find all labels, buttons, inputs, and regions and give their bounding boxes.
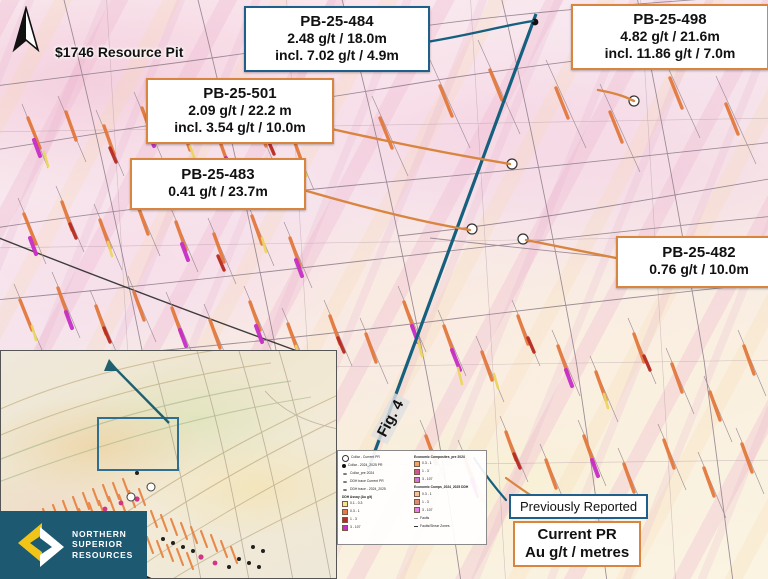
resource-pit-label: $1746 Resource Pit — [55, 44, 184, 60]
legend-item: Faults/Shear Zones — [414, 522, 482, 530]
legend-item: DDH trace Current PR — [342, 478, 410, 486]
callout-pb-25-501[interactable]: PB-25-501 2.09 g/t / 22.2 m incl. 3.54 g… — [146, 78, 334, 144]
map-legend[interactable]: Collar - Current PR Collar - 2024_2025 P… — [337, 450, 487, 545]
legend-item: 0.3 - 1 — [414, 460, 482, 468]
callout-title: PB-25-498 — [633, 11, 707, 28]
callout-incl: incl. 3.54 g/t / 10.0m — [174, 118, 306, 135]
legend-label: 0.3 - 1 — [422, 491, 432, 496]
company-logo: NORTHERN SUPERIOR RESOURCES — [0, 511, 147, 579]
callout-incl: incl. 11.86 g/t / 7.0m — [604, 44, 736, 61]
small-dot-icon — [343, 489, 347, 491]
legend-label: 3 - 107 — [350, 525, 361, 530]
open-circle-icon — [342, 454, 349, 462]
callout-title: PB-25-501 — [203, 85, 277, 102]
small-dot-icon — [343, 473, 347, 475]
legend-item: 3 - 107 — [414, 476, 482, 484]
callout-title: PB-25-484 — [300, 13, 374, 30]
legend-item: 0.3 - 1 — [342, 508, 410, 516]
line-icon — [414, 525, 418, 527]
swatch-icon — [414, 469, 420, 476]
legend-header-ddh-assay: DDH Assay (Au g/t) — [342, 495, 373, 499]
north-arrow-icon — [12, 6, 40, 53]
legend-label: 0.1 - 0.3 — [350, 501, 363, 506]
filled-circle-icon — [342, 464, 346, 468]
line-icon — [414, 517, 418, 519]
collar-markers — [466, 18, 640, 245]
legend-header-econ-2024-2025: Economic Comps_2024_2025 DDH — [414, 485, 469, 490]
legend-label: Faults/Shear Zones — [420, 523, 450, 528]
callout-pb-25-498[interactable]: PB-25-498 4.82 g/t / 21.6m incl. 11.86 g… — [571, 4, 768, 70]
legend-label: Faults — [420, 515, 430, 520]
legend-item: DDH trace - 2024_2025 — [342, 486, 410, 494]
swatch-icon — [414, 499, 420, 506]
legend-item: Collar - Current PR — [342, 454, 410, 462]
legend-item: 1 - 3 — [414, 498, 482, 506]
legend-label: 3 - 107 — [422, 477, 433, 482]
legend-label: 3 - 107 — [422, 507, 433, 512]
callout-incl: incl. 7.02 g/t / 4.9m — [275, 46, 399, 63]
logo-mark-icon — [18, 523, 64, 567]
callout-title: PB-25-482 — [662, 244, 736, 261]
small-dot-icon — [343, 481, 347, 483]
legend-right-column: Economic Composites_pre 2024 0.3 - 1 1 -… — [412, 454, 484, 541]
logo-line-3: RESOURCES — [72, 549, 134, 560]
legend-label: DDH trace - 2024_2025 — [350, 487, 386, 492]
legend-label: 0.3 - 1 — [350, 509, 360, 514]
legend-item: Collar_pre 2024 — [342, 470, 410, 478]
legend-item: 0.1 - 0.3 — [342, 500, 410, 508]
legend-label: Collar - 2024_2025 PR — [348, 463, 383, 468]
legend-item: 3 - 107 — [342, 524, 410, 532]
key-current-pr-line1: Current PR — [537, 526, 617, 543]
callout-pb-25-483[interactable]: PB-25-483 0.41 g/t / 23.7m — [130, 158, 306, 210]
legend-label: 0.3 - 1 — [422, 461, 432, 466]
legend-label: 1 - 3 — [422, 499, 429, 504]
legend-label: Collar_pre 2024 — [350, 471, 375, 476]
legend-item: Faults — [414, 514, 482, 522]
swatch-icon — [414, 477, 420, 484]
swatch-icon — [342, 525, 348, 532]
inset-detail-frame — [97, 417, 179, 471]
legend-item: 1 - 3 — [414, 468, 482, 476]
legend-label: 1 - 3 — [350, 517, 357, 522]
legend-left-column: Collar - Current PR Collar - 2024_2025 P… — [340, 454, 412, 541]
legend-item: 1 - 3 — [342, 516, 410, 524]
swatch-icon — [414, 461, 420, 468]
legend-label: Collar - Current PR — [351, 455, 380, 460]
legend-item: 0.3 - 1 — [414, 490, 482, 498]
logo-wordmark: NORTHERN SUPERIOR RESOURCES — [72, 529, 133, 560]
legend-item: Collar - 2024_2025 PR — [342, 462, 410, 470]
callout-interval: 0.76 g/t / 10.0m — [649, 261, 749, 278]
legend-label: 1 - 3 — [422, 469, 429, 474]
callout-pb-25-484[interactable]: PB-25-484 2.48 g/t / 18.0m incl. 7.02 g/… — [244, 6, 430, 72]
key-current-pr-line2: Au g/t / metres — [525, 544, 630, 561]
swatch-icon — [342, 509, 348, 516]
swatch-icon — [414, 491, 420, 498]
callout-interval: 2.48 g/t / 18.0m — [287, 30, 387, 47]
legend-label: DDH trace Current PR — [350, 479, 384, 484]
swatch-icon — [342, 501, 348, 508]
logo-line-2: SUPERIOR — [72, 539, 123, 550]
callout-interval: 2.09 g/t / 22.2 m — [188, 102, 292, 119]
swatch-icon — [342, 517, 348, 524]
key-previously-reported[interactable]: Previously Reported — [509, 494, 649, 519]
callout-title: PB-25-483 — [181, 166, 255, 183]
callout-pb-25-482[interactable]: PB-25-482 0.76 g/t / 10.0m — [616, 236, 768, 288]
key-current-pr[interactable]: Current PR Au g/t / metres — [513, 521, 642, 567]
callout-interval: 0.41 g/t / 23.7m — [168, 183, 268, 200]
legend-item: 3 - 107 — [414, 506, 482, 514]
callout-interval: 4.82 g/t / 21.6m — [620, 28, 720, 45]
legend-header-econ-pre2024: Economic Composites_pre 2024 — [414, 455, 465, 459]
logo-line-1: NORTHERN — [72, 529, 127, 539]
swatch-icon — [414, 507, 420, 514]
